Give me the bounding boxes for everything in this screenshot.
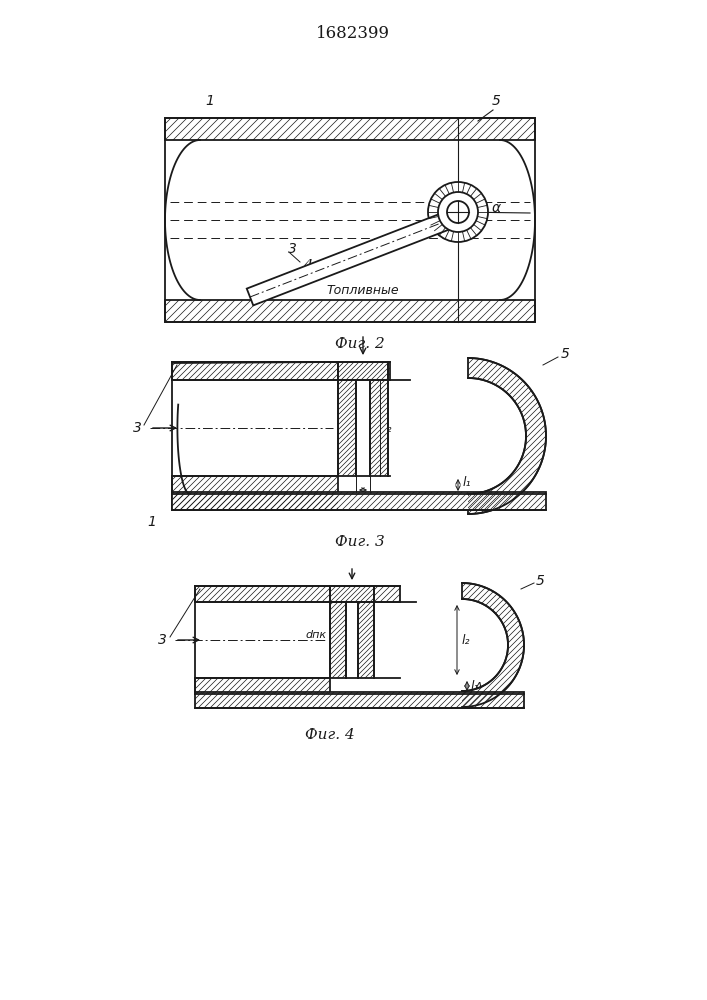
Text: l₁: l₁ <box>463 477 472 489</box>
Polygon shape <box>165 300 535 322</box>
Text: Топливные
добавки: Топливные добавки <box>327 284 399 312</box>
Text: Фиг. 4: Фиг. 4 <box>305 728 355 742</box>
Text: α: α <box>492 201 501 215</box>
Text: dпк: dпк <box>305 630 327 640</box>
Polygon shape <box>195 678 330 694</box>
Polygon shape <box>165 118 535 140</box>
Text: 3: 3 <box>288 242 296 256</box>
Text: A: A <box>475 682 483 692</box>
Polygon shape <box>172 494 338 510</box>
Circle shape <box>428 182 488 242</box>
Polygon shape <box>338 380 356 476</box>
Text: 1: 1 <box>148 515 156 529</box>
Polygon shape <box>172 362 338 380</box>
Text: 1: 1 <box>206 94 214 108</box>
Polygon shape <box>374 586 400 602</box>
Polygon shape <box>330 586 374 602</box>
Text: dпк: dпк <box>352 493 373 503</box>
Text: 5: 5 <box>491 94 501 108</box>
Polygon shape <box>388 362 390 380</box>
Text: 5: 5 <box>536 574 545 588</box>
Polygon shape <box>172 476 338 494</box>
Polygon shape <box>247 210 457 305</box>
Circle shape <box>438 192 478 232</box>
Text: Фиг. 3: Фиг. 3 <box>335 535 385 549</box>
Polygon shape <box>172 492 546 510</box>
Polygon shape <box>330 602 346 678</box>
Polygon shape <box>195 692 524 708</box>
Text: l₁: l₁ <box>471 680 479 692</box>
Polygon shape <box>468 358 546 514</box>
Text: 4: 4 <box>303 258 312 272</box>
Polygon shape <box>195 586 330 602</box>
Text: 5: 5 <box>561 347 570 361</box>
Circle shape <box>447 201 469 223</box>
Polygon shape <box>370 380 388 476</box>
Polygon shape <box>358 602 374 678</box>
Bar <box>165 118 535 322</box>
Text: l₂: l₂ <box>462 634 470 647</box>
Text: A: A <box>322 683 329 693</box>
Polygon shape <box>462 583 524 707</box>
Text: l₂: l₂ <box>384 422 392 434</box>
Text: 3: 3 <box>158 633 167 647</box>
Polygon shape <box>338 362 388 380</box>
Text: Фиг. 2: Фиг. 2 <box>335 337 385 351</box>
Text: 3: 3 <box>133 421 142 435</box>
Text: 1682399: 1682399 <box>316 25 390 42</box>
